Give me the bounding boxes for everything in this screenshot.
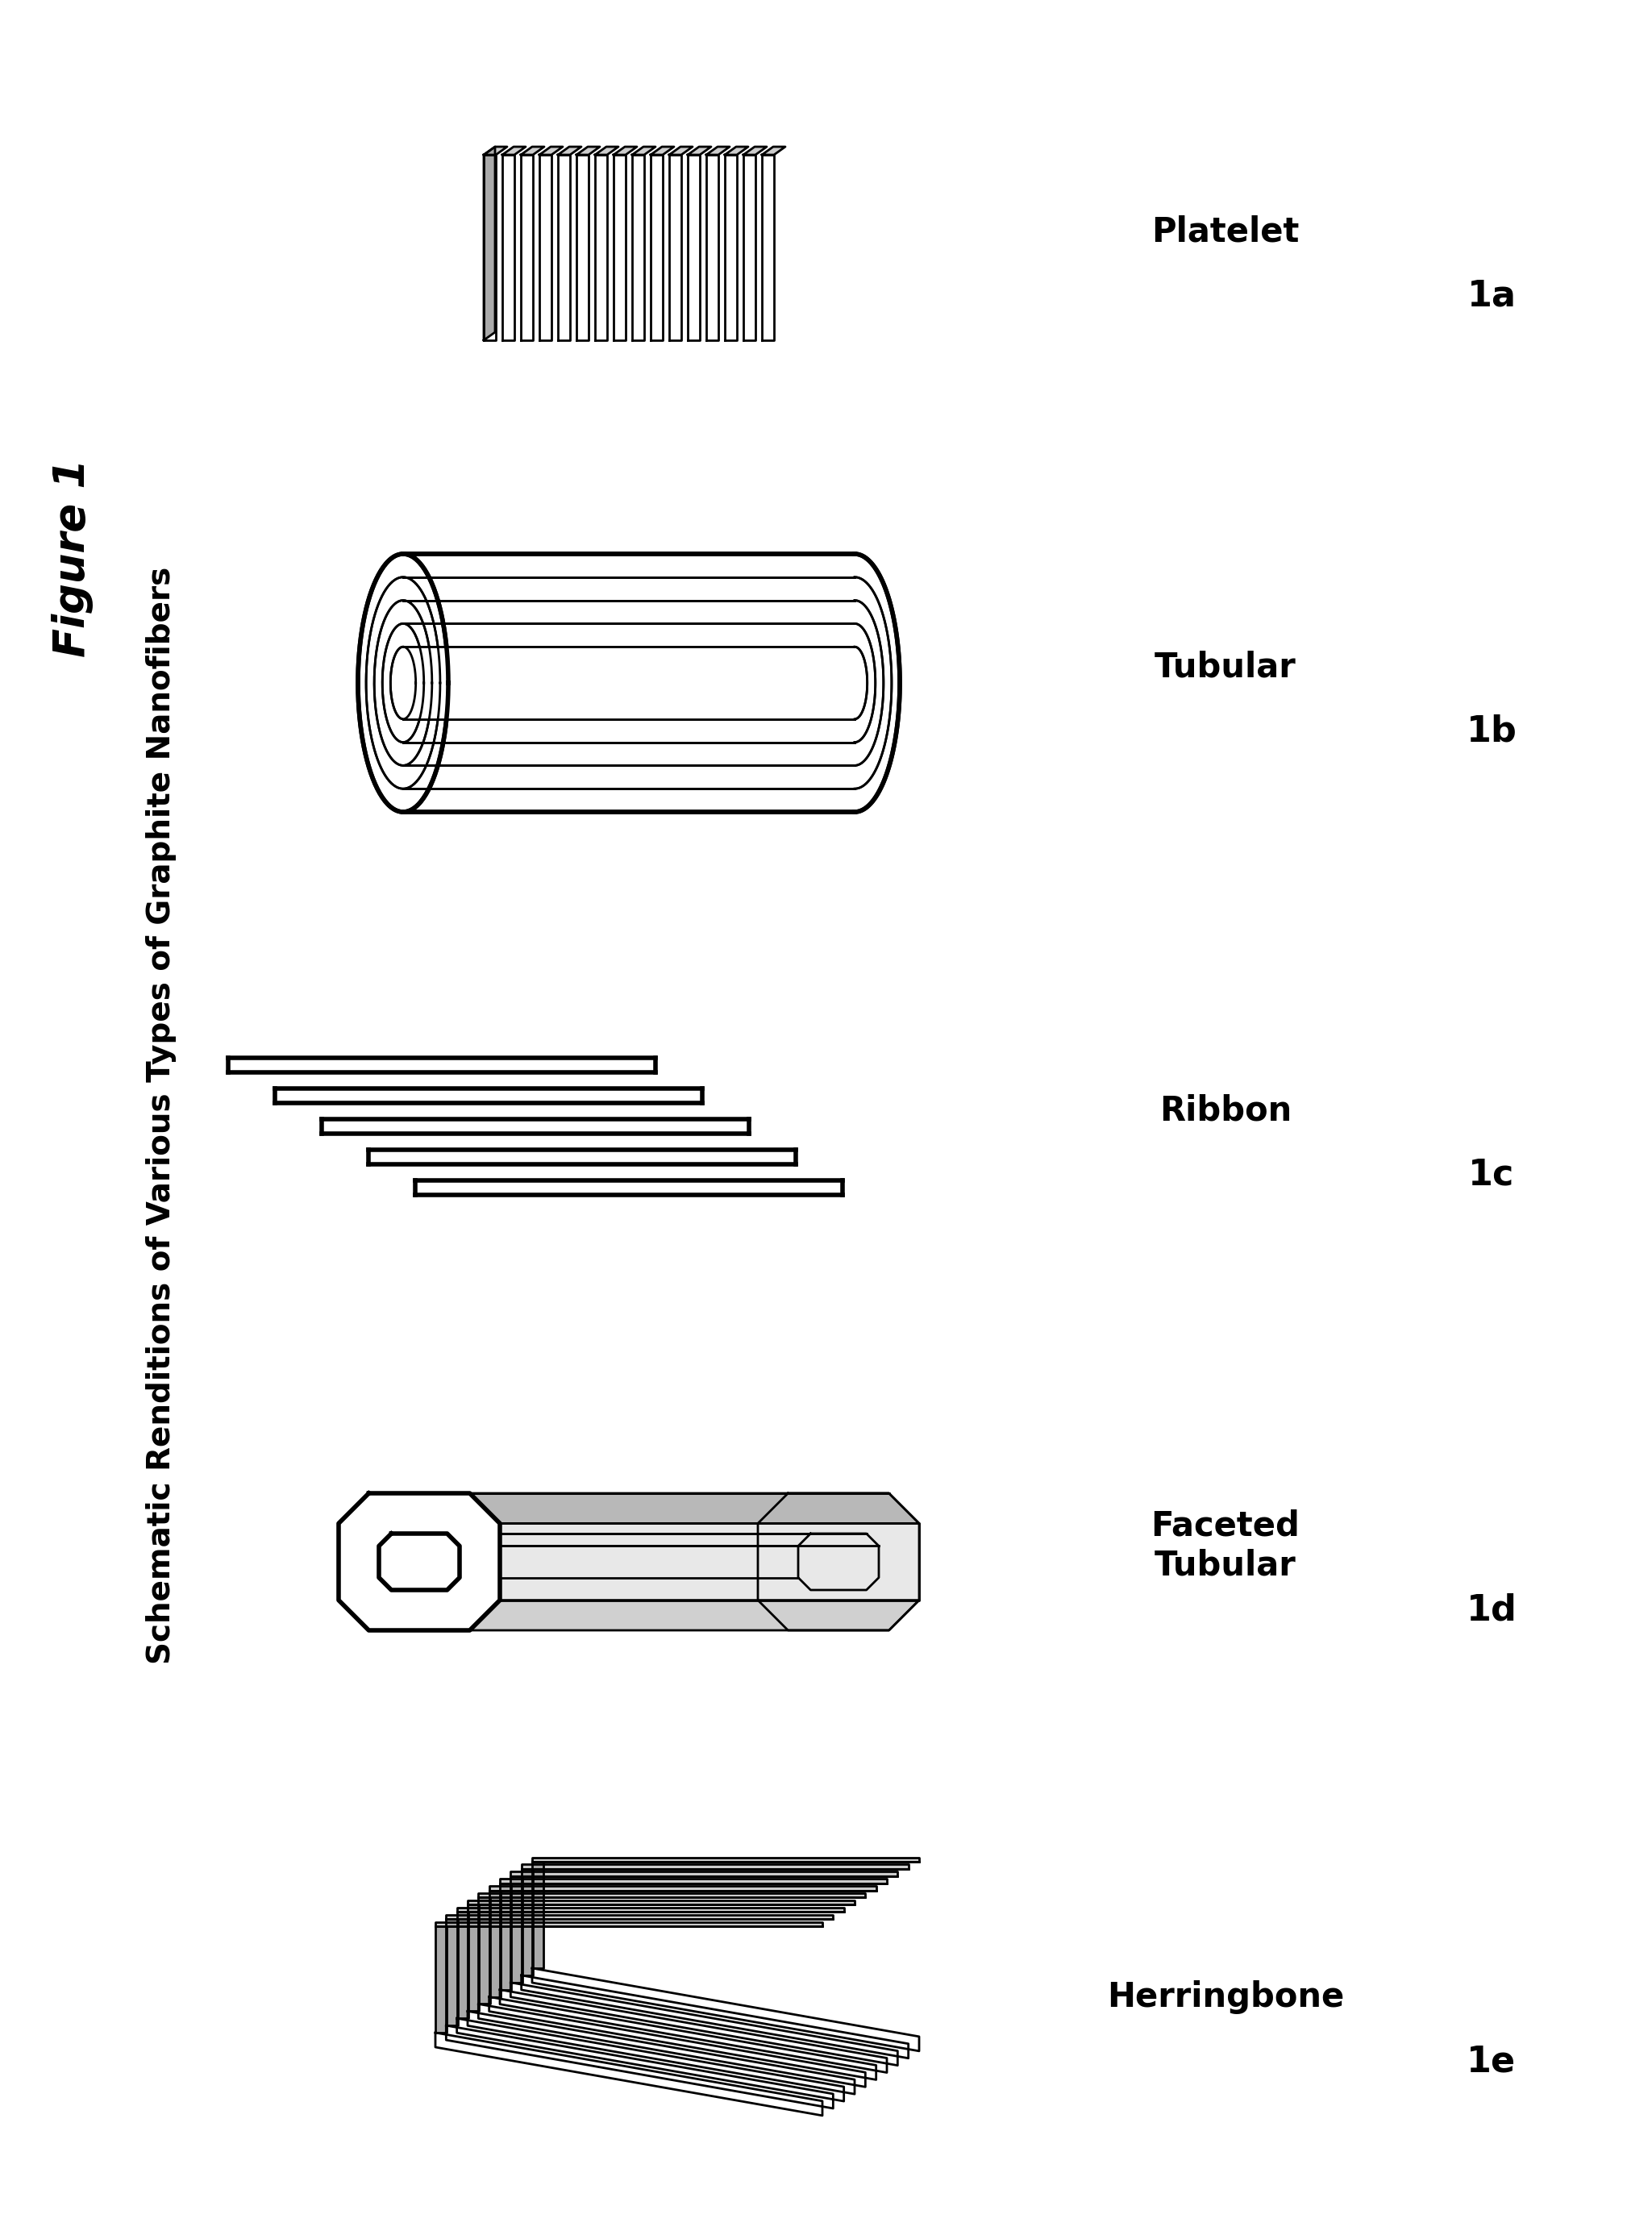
Polygon shape <box>489 1997 876 2079</box>
Polygon shape <box>595 154 606 341</box>
Polygon shape <box>707 147 730 154</box>
Polygon shape <box>595 147 618 154</box>
Polygon shape <box>468 1905 479 2010</box>
Polygon shape <box>687 154 700 341</box>
Polygon shape <box>484 154 496 341</box>
Polygon shape <box>468 2010 854 2095</box>
Text: Ribbon: Ribbon <box>1160 1093 1292 1127</box>
Polygon shape <box>469 1493 919 1524</box>
Text: Figure 1: Figure 1 <box>51 460 94 656</box>
Polygon shape <box>669 154 681 341</box>
Polygon shape <box>484 147 496 341</box>
Polygon shape <box>458 2019 844 2102</box>
Polygon shape <box>446 1919 458 2026</box>
Bar <box>403 553 854 812</box>
Polygon shape <box>502 154 514 341</box>
Polygon shape <box>613 154 626 341</box>
Polygon shape <box>502 147 525 154</box>
Polygon shape <box>540 147 563 154</box>
Polygon shape <box>228 1057 656 1073</box>
Polygon shape <box>577 154 588 341</box>
Polygon shape <box>558 147 582 154</box>
Polygon shape <box>510 1983 897 2066</box>
Polygon shape <box>489 1885 876 1890</box>
Polygon shape <box>458 1908 844 1912</box>
Polygon shape <box>522 1865 909 1870</box>
Polygon shape <box>520 147 544 154</box>
Polygon shape <box>725 154 737 341</box>
Polygon shape <box>501 1883 512 1990</box>
Polygon shape <box>762 147 785 154</box>
Polygon shape <box>501 1990 887 2073</box>
Polygon shape <box>532 1861 544 1968</box>
Polygon shape <box>458 1912 469 2019</box>
Text: Herringbone: Herringbone <box>1107 1981 1345 2015</box>
Polygon shape <box>368 1149 796 1165</box>
Polygon shape <box>446 1914 833 1919</box>
Polygon shape <box>484 147 507 154</box>
Bar <box>403 647 854 718</box>
Polygon shape <box>479 1894 866 1899</box>
Text: Schematic Renditions of Various Types of Graphite Nanofibers: Schematic Renditions of Various Types of… <box>145 567 177 1664</box>
Text: Faceted
Tubular: Faceted Tubular <box>1151 1508 1300 1582</box>
Polygon shape <box>378 1533 459 1591</box>
Polygon shape <box>633 147 656 154</box>
Polygon shape <box>633 154 644 341</box>
Polygon shape <box>577 147 600 154</box>
Polygon shape <box>322 1120 748 1133</box>
Polygon shape <box>468 1901 854 1905</box>
Text: 1c: 1c <box>1469 1158 1515 1191</box>
Text: 1a: 1a <box>1467 279 1517 312</box>
Polygon shape <box>501 1524 919 1600</box>
Polygon shape <box>651 154 662 341</box>
Polygon shape <box>479 1899 491 2003</box>
Polygon shape <box>743 154 755 341</box>
Text: Platelet: Platelet <box>1151 214 1300 248</box>
Polygon shape <box>415 1180 843 1196</box>
Polygon shape <box>436 2032 823 2115</box>
Polygon shape <box>651 147 674 154</box>
Polygon shape <box>501 1879 887 1883</box>
Polygon shape <box>532 1858 919 1861</box>
Polygon shape <box>510 1876 522 1983</box>
Polygon shape <box>469 1600 919 1631</box>
Text: 1d: 1d <box>1467 1593 1517 1626</box>
Polygon shape <box>489 1890 501 1997</box>
Polygon shape <box>510 1872 897 1876</box>
Polygon shape <box>725 147 748 154</box>
Text: 1b: 1b <box>1467 714 1517 750</box>
Polygon shape <box>687 147 710 154</box>
Polygon shape <box>436 1921 823 1925</box>
Polygon shape <box>522 1870 534 1974</box>
Polygon shape <box>339 1493 501 1631</box>
Polygon shape <box>613 147 638 154</box>
Polygon shape <box>520 154 534 341</box>
Polygon shape <box>762 154 775 341</box>
Polygon shape <box>274 1089 702 1102</box>
Polygon shape <box>522 1974 909 2059</box>
Polygon shape <box>540 154 552 341</box>
Polygon shape <box>669 147 692 154</box>
Polygon shape <box>558 154 570 341</box>
Polygon shape <box>436 1925 448 2032</box>
Polygon shape <box>532 1968 919 2050</box>
Polygon shape <box>479 2003 866 2086</box>
Polygon shape <box>707 154 719 341</box>
Polygon shape <box>743 147 767 154</box>
Text: 1e: 1e <box>1467 2044 1517 2079</box>
Text: Tubular: Tubular <box>1155 649 1297 683</box>
Polygon shape <box>446 2026 833 2108</box>
